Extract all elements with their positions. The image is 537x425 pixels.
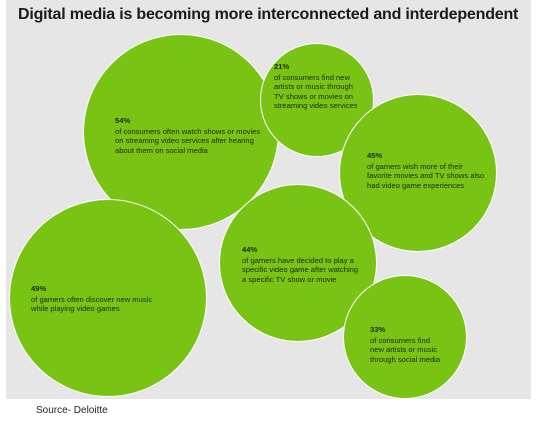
bubble-49-line: of gamers often discover new music xyxy=(31,294,153,304)
bubble-54-line: about them on social media xyxy=(115,145,208,155)
bubble-33-line: through social media xyxy=(370,354,441,364)
bubble-49-percent: 49% xyxy=(31,284,47,293)
source-caption: Source- Deloitte xyxy=(36,405,108,416)
bubble-21-text: 21% of consumers find new artists or mus… xyxy=(274,62,358,111)
bubble-44-text: 44% of gamers have decided to play a spe… xyxy=(242,245,358,284)
bubble-49-text: 49% of gamers often discover new music w… xyxy=(31,284,152,314)
bubble-45-text: 45% of gamers wish more of their favorit… xyxy=(367,151,484,190)
bubble-21-line: TV shows or movies on xyxy=(274,91,353,101)
bubble-21-line: of consumers find new xyxy=(274,72,350,82)
bubble-45-percent: 45% xyxy=(367,151,383,160)
bubble-44-line: a specific TV show or movie xyxy=(242,274,337,284)
bubble-45-line: had video game experiences xyxy=(367,180,465,190)
bubble-54 xyxy=(83,34,279,230)
bubble-54-line: on streaming video services after hearin… xyxy=(115,136,254,146)
bubble-54-percent: 54% xyxy=(115,116,131,125)
infographic-title: Digital media is becoming more interconn… xyxy=(18,6,519,23)
bubble-49-line: while playing video games xyxy=(31,304,120,314)
bubble-21-line: artists or music through xyxy=(274,82,353,92)
bubble-21-percent: 21% xyxy=(274,62,290,71)
bubble-33 xyxy=(343,275,467,399)
bubble-44-line: of gamers have decided to play a xyxy=(242,255,354,265)
bubble-21-line: streaming video services xyxy=(274,101,358,111)
bubble-33-line: of consumers find xyxy=(370,335,430,345)
bubble-45-line: favorite movies and TV shows also xyxy=(367,171,485,181)
bubble-45-line: of gamers wish more of their xyxy=(367,161,463,171)
bubble-49 xyxy=(9,199,207,397)
bubble-33-line: new artists or music xyxy=(370,345,438,355)
bubble-33-text: 33% of consumers find new artists or mus… xyxy=(370,325,440,364)
infographic-panel: Digital media is becoming more interconn… xyxy=(6,0,531,399)
bubble-44-percent: 44% xyxy=(242,245,258,254)
bubble-54-text: 54% of consumers often watch shows or mo… xyxy=(115,116,260,155)
bubble-33-percent: 33% xyxy=(370,325,386,334)
bubble-44-line: specific video game after watching xyxy=(242,265,359,275)
bubble-54-line: of consumers often watch shows or movies xyxy=(115,126,261,136)
